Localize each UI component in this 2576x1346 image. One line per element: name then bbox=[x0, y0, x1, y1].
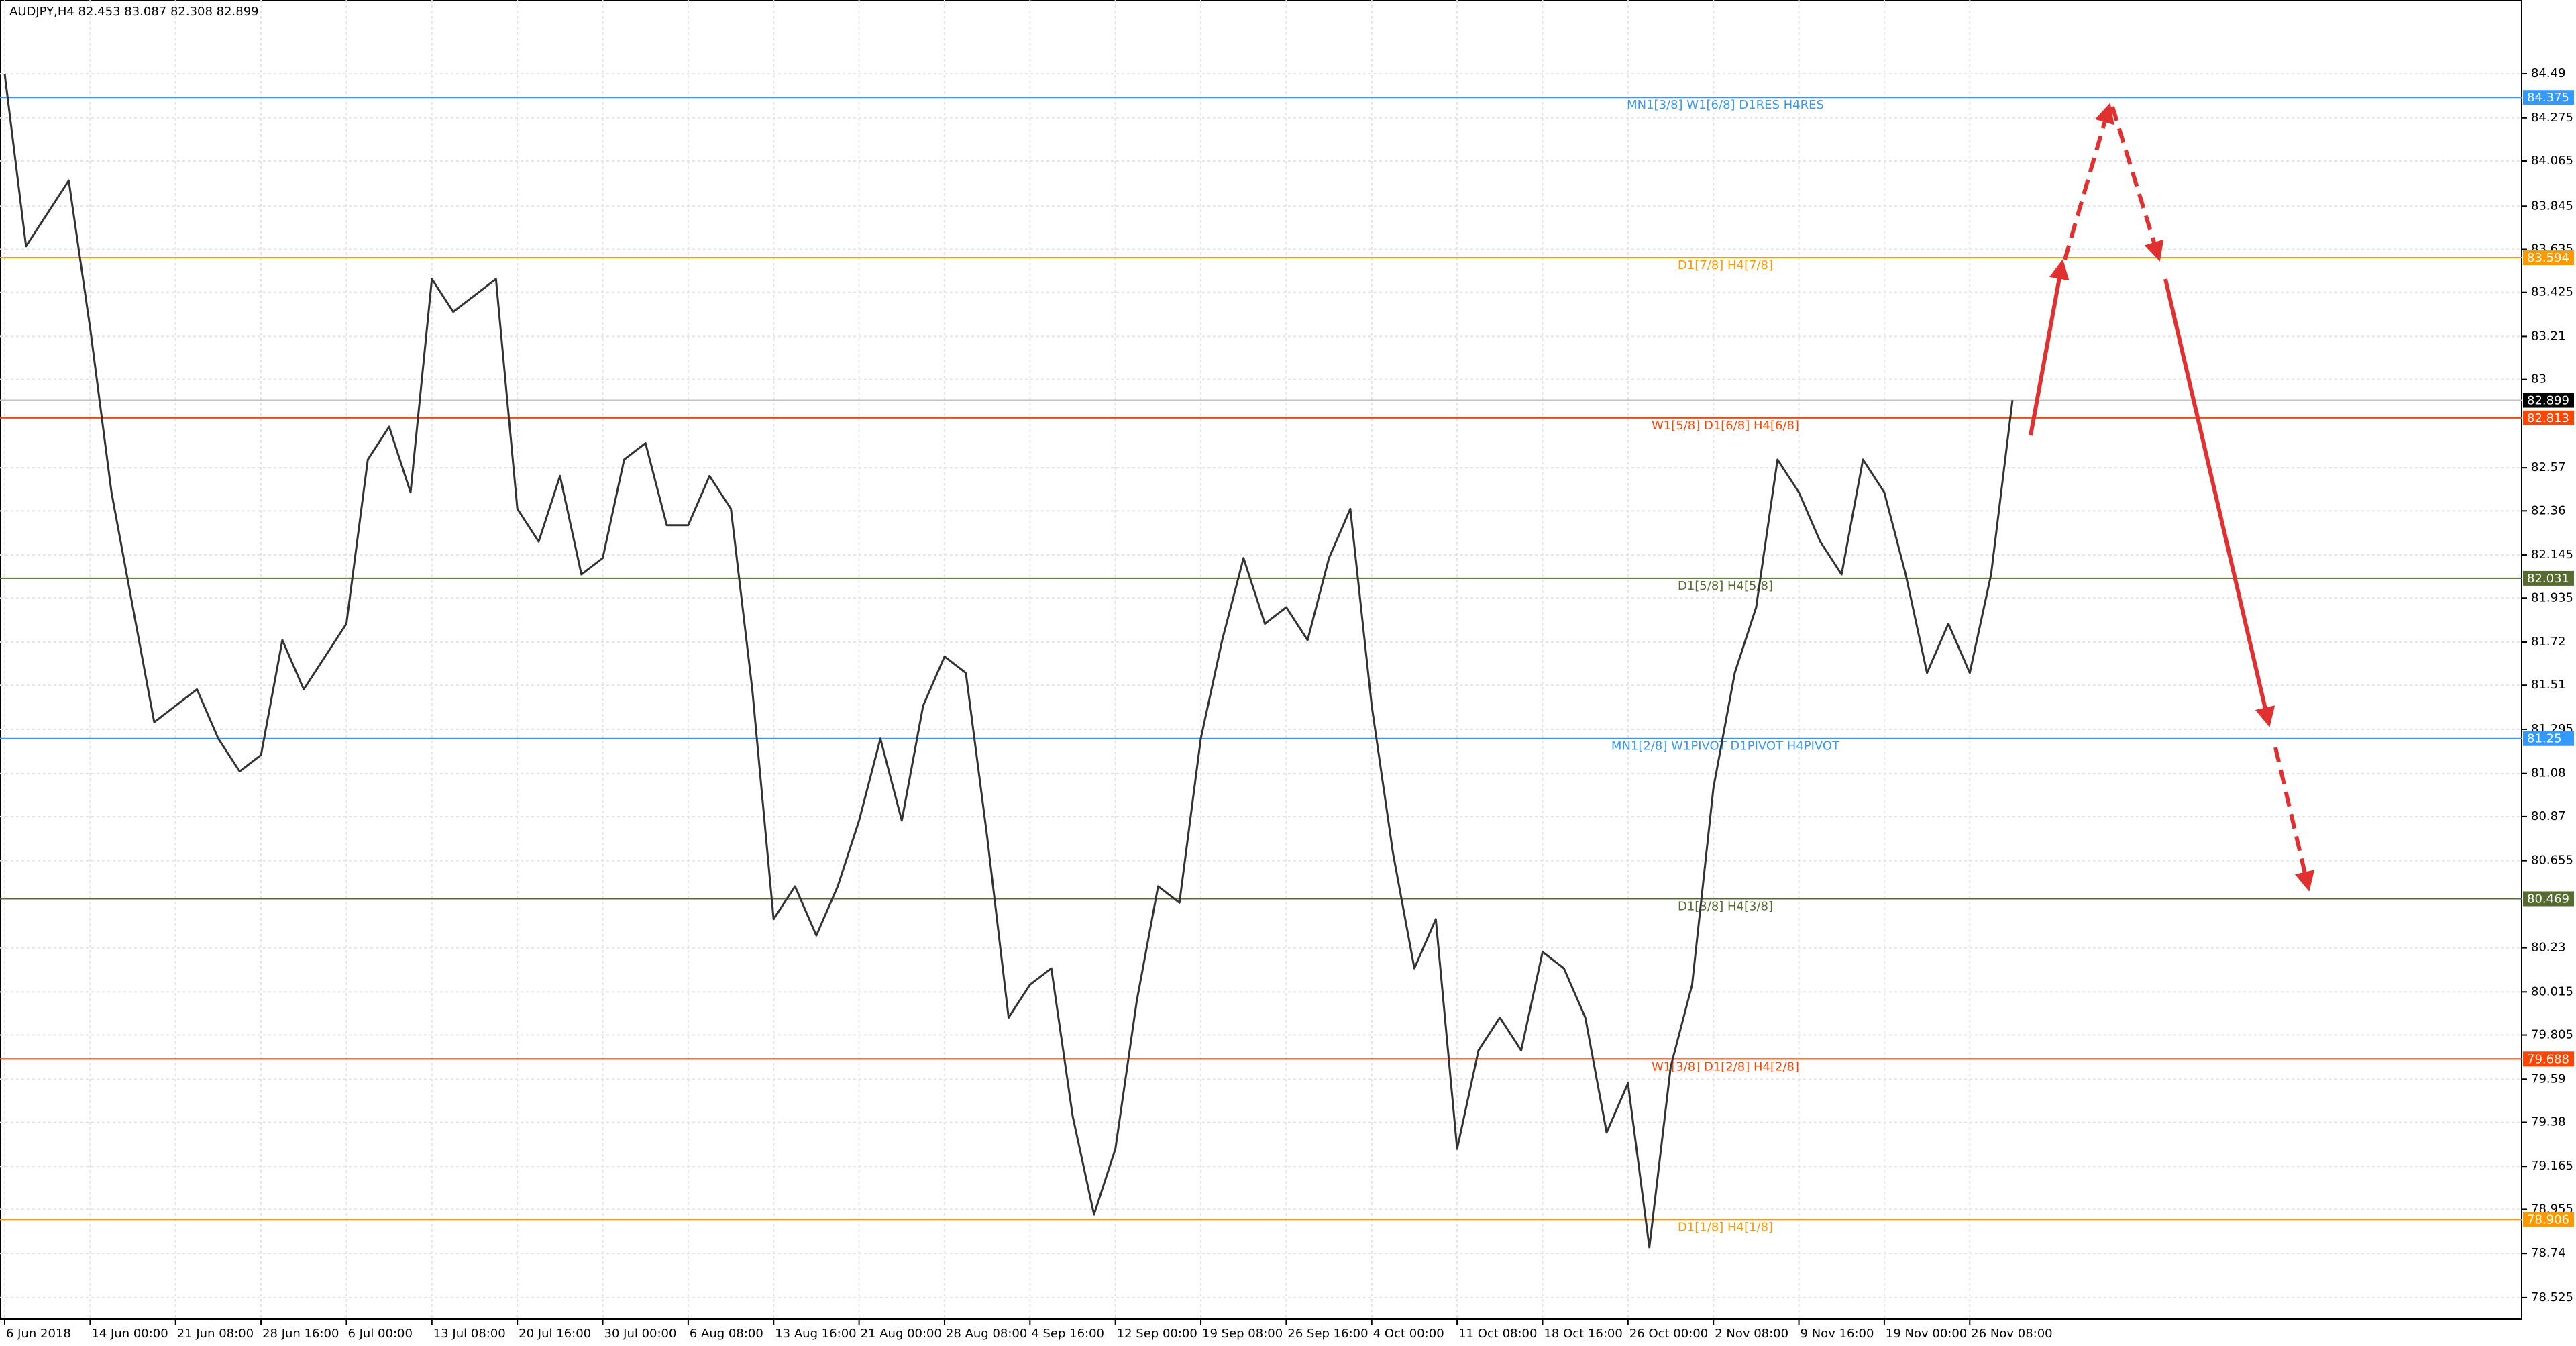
x-tick-label: 11 Oct 08:00 bbox=[1458, 1327, 1537, 1341]
x-tick-label: 21 Aug 00:00 bbox=[861, 1327, 942, 1341]
y-tick-label: 82.36 bbox=[2531, 503, 2566, 517]
x-tick-label: 4 Oct 00:00 bbox=[1373, 1327, 1444, 1341]
y-tick-label: 81.72 bbox=[2531, 635, 2566, 649]
y-tick-label: 80.655 bbox=[2531, 853, 2573, 868]
x-tick-label: 6 Aug 08:00 bbox=[690, 1327, 763, 1341]
y-tick-label: 81.935 bbox=[2531, 590, 2573, 605]
y-tick-label: 79.38 bbox=[2531, 1115, 2566, 1129]
x-tick-label: 9 Nov 16:00 bbox=[1801, 1327, 1874, 1341]
y-tick-label: 79.165 bbox=[2531, 1159, 2573, 1173]
price-tag bbox=[2523, 1212, 2574, 1227]
y-tick-label: 79.805 bbox=[2531, 1028, 2573, 1042]
y-tick-label: 78.525 bbox=[2531, 1290, 2573, 1304]
y-tick-label: 81.51 bbox=[2531, 678, 2566, 692]
arrow bbox=[2273, 747, 2315, 892]
level-label: D1[3/8] H4[3/8] bbox=[1678, 900, 1773, 914]
y-tick-label: 84.275 bbox=[2531, 111, 2573, 125]
y-tick-label: 83.845 bbox=[2531, 199, 2573, 213]
x-tick-label: 12 Sep 00:00 bbox=[1117, 1327, 1197, 1341]
x-tick-label: 26 Nov 08:00 bbox=[1971, 1327, 2052, 1341]
price-tag-label: 83.594 bbox=[2527, 251, 2569, 265]
x-tick-label: 13 Jul 08:00 bbox=[433, 1327, 506, 1341]
y-tick-label: 83.425 bbox=[2531, 285, 2573, 299]
x-tick-label: 28 Aug 08:00 bbox=[946, 1327, 1027, 1341]
price-tag-label: 81.25 bbox=[2527, 732, 2562, 746]
level-label: W1[3/8] D1[2/8] H4[2/8] bbox=[1652, 1059, 1799, 1074]
x-tick-label: 19 Sep 08:00 bbox=[1202, 1327, 1283, 1341]
y-tick-label: 84.49 bbox=[2531, 66, 2566, 81]
x-tick-label: 18 Oct 16:00 bbox=[1544, 1327, 1622, 1341]
x-tick-label: 26 Oct 00:00 bbox=[1629, 1327, 1708, 1341]
y-tick-label: 84.065 bbox=[2531, 154, 2573, 168]
arrow bbox=[2029, 259, 2070, 436]
y-tick-label: 79.59 bbox=[2531, 1072, 2566, 1086]
forecast-arrows bbox=[2029, 103, 2315, 892]
x-tick-label: 13 Aug 16:00 bbox=[775, 1327, 856, 1341]
level-label: D1[5/8] H4[5/8] bbox=[1678, 579, 1773, 593]
x-tick-label: 21 Jun 08:00 bbox=[177, 1327, 254, 1341]
level-label: D1[7/8] H4[7/8] bbox=[1678, 258, 1773, 272]
series bbox=[3, 73, 2014, 1249]
y-tick-label: 82.145 bbox=[2531, 548, 2573, 562]
price-tag-label: 82.031 bbox=[2527, 572, 2569, 586]
price-tag bbox=[2523, 570, 2574, 586]
price-tag bbox=[2523, 90, 2574, 105]
grid bbox=[0, 0, 2522, 1319]
x-tick-label: 30 Jul 00:00 bbox=[604, 1327, 677, 1341]
price-tag bbox=[2523, 250, 2574, 266]
level-label: W1[5/8] D1[6/8] H4[6/8] bbox=[1652, 419, 1799, 433]
x-tick-label: 28 Jun 16:00 bbox=[262, 1327, 339, 1341]
price-tag-label: 79.688 bbox=[2527, 1052, 2569, 1066]
price-tag-label: 80.469 bbox=[2527, 892, 2569, 907]
arrow bbox=[2163, 278, 2275, 727]
price-tag bbox=[2523, 410, 2574, 425]
price-tag-label: 78.906 bbox=[2527, 1212, 2569, 1227]
price-tag-label: 82.813 bbox=[2527, 411, 2569, 425]
price-tag-label: 82.899 bbox=[2527, 394, 2569, 408]
x-tick-label: 6 Jul 00:00 bbox=[347, 1327, 413, 1341]
x-tick-label: 4 Sep 16:00 bbox=[1031, 1327, 1104, 1341]
level-label: MN1[2/8] W1PIVOT D1PIVOT H4PIVOT bbox=[1611, 739, 1840, 754]
price-line bbox=[3, 73, 2014, 1249]
plot-area bbox=[0, 0, 2522, 1320]
y-tick-label: 80.87 bbox=[2531, 809, 2566, 823]
x-tick-label: 14 Jun 00:00 bbox=[91, 1327, 168, 1341]
x-tick-label: 26 Sep 16:00 bbox=[1287, 1327, 1368, 1341]
price-tag-label: 84.375 bbox=[2527, 91, 2569, 105]
y-tick-label: 83.21 bbox=[2531, 329, 2566, 343]
y-tick-label: 83 bbox=[2531, 372, 2546, 386]
y-tick-label: 82.57 bbox=[2531, 460, 2566, 474]
chart-title: AUDJPY,H4 82.453 83.087 82.308 82.899 bbox=[9, 5, 259, 19]
y-axis: 84.4984.27584.06583.84583.63583.42583.21… bbox=[4, 66, 2574, 1341]
y-tick-label: 78.74 bbox=[2531, 1246, 2566, 1260]
price-tag bbox=[2523, 891, 2574, 907]
x-tick-label: 2 Nov 08:00 bbox=[1715, 1327, 1788, 1341]
arrow bbox=[2110, 106, 2164, 262]
x-tick-label: 19 Nov 00:00 bbox=[1886, 1327, 1967, 1341]
x-tick-label: 6 Jun 2018 bbox=[6, 1327, 71, 1341]
level-label: MN1[3/8] W1[6/8] D1RES H4RES bbox=[1627, 98, 1824, 112]
y-tick-label: 81.08 bbox=[2531, 766, 2566, 780]
y-tick-label: 80.015 bbox=[2531, 984, 2573, 998]
level-label: D1[1/8] H4[1/8] bbox=[1678, 1220, 1773, 1234]
price-tag bbox=[2523, 393, 2574, 408]
x-tick-label: 20 Jul 16:00 bbox=[519, 1327, 591, 1341]
price-tag bbox=[2523, 731, 2574, 746]
arrow bbox=[2063, 103, 2114, 260]
y-tick-label: 80.23 bbox=[2531, 941, 2566, 955]
price-tag bbox=[2523, 1051, 2574, 1067]
